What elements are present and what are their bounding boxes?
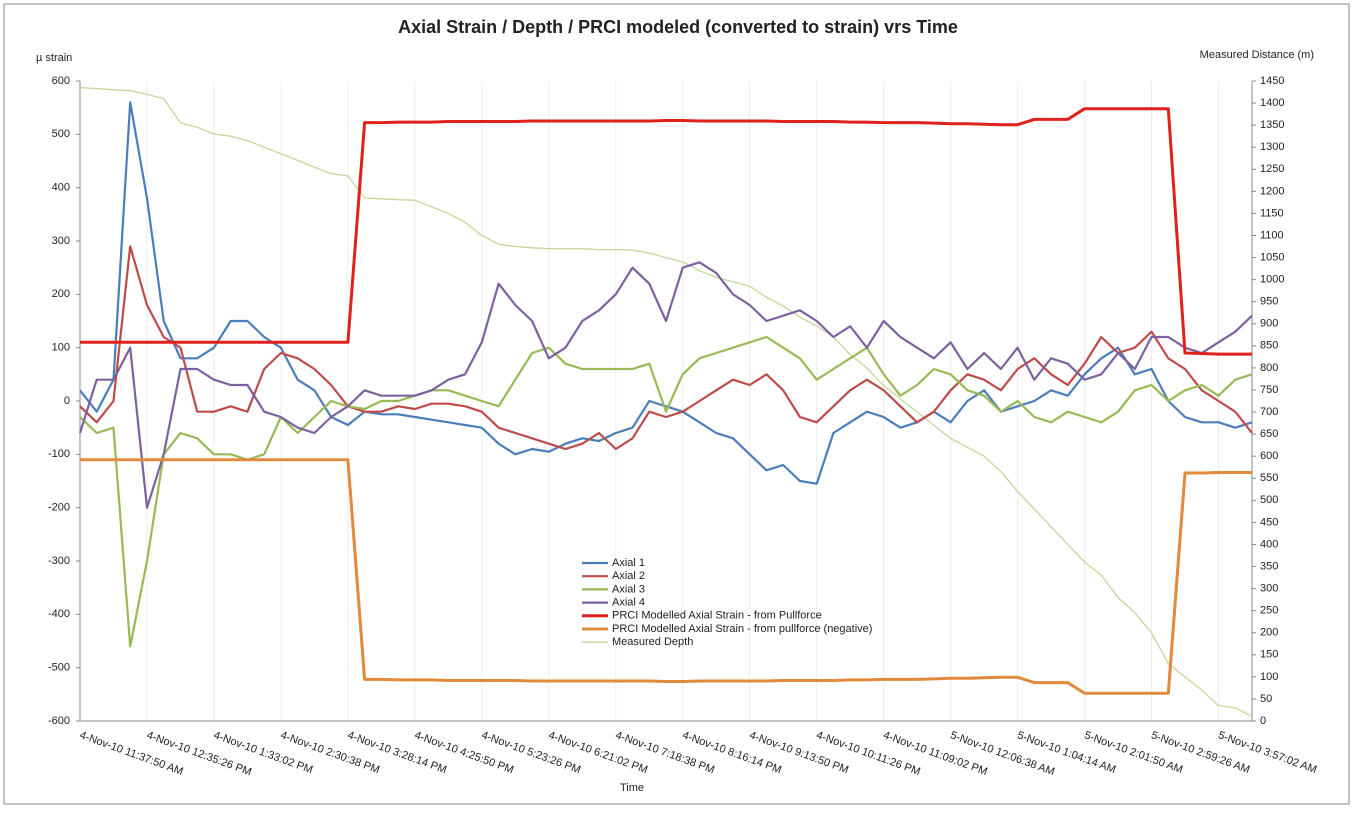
y2-tick-label: 550 — [1260, 472, 1278, 484]
y-tick-label: 300 — [52, 235, 70, 247]
y2-tick-label: 1150 — [1260, 207, 1284, 219]
series-line — [80, 458, 1252, 695]
legend-label: Axial 4 — [612, 597, 645, 609]
series-line — [79, 335, 1253, 648]
series-line — [80, 107, 1252, 356]
y2-tick-label: 1100 — [1260, 229, 1284, 241]
y2-tick-label: 600 — [1260, 450, 1278, 462]
y2-tick-label: 1200 — [1260, 185, 1284, 197]
y2-tick-label: 300 — [1260, 582, 1278, 594]
y2-tick-label: 150 — [1260, 649, 1278, 661]
y2-tick-label: 900 — [1260, 318, 1278, 330]
y2-tick-label: 850 — [1260, 340, 1278, 352]
legend-label: PRCI Modelled Axial Strain - from pullfo… — [612, 623, 872, 635]
y-tick-label: -400 — [48, 608, 70, 620]
y-tick-label: -300 — [48, 555, 70, 567]
legend-label: Axial 2 — [612, 570, 645, 582]
chart-title: Axial Strain / Depth / PRCI modeled (con… — [398, 17, 958, 37]
y-tick-label: -100 — [48, 448, 70, 460]
y2-tick-label: 1300 — [1260, 141, 1284, 153]
y2-tick-label: 100 — [1260, 671, 1278, 683]
y2-tick-label: 750 — [1260, 384, 1278, 396]
y-axis-label: µ strain — [36, 52, 72, 64]
y2-tick-label: 1450 — [1260, 75, 1284, 87]
y2-tick-label: 1000 — [1260, 274, 1284, 286]
y2-tick-label: 1250 — [1260, 163, 1284, 175]
y2-tick-label: 950 — [1260, 296, 1278, 308]
legend-label: Measured Depth — [612, 636, 693, 648]
y2-tick-label: 200 — [1260, 627, 1278, 639]
y2-tick-label: 800 — [1260, 362, 1278, 374]
legend-label: Axial 3 — [612, 583, 645, 595]
legend-label: PRCI Modelled Axial Strain - from Pullfo… — [612, 610, 822, 622]
y-tick-label: 0 — [64, 395, 70, 407]
y2-axis-label: Measured Distance (m) — [1200, 49, 1314, 61]
y2-tick-label: 50 — [1260, 693, 1272, 705]
y-tick-label: 500 — [52, 128, 70, 140]
y-tick-label: 400 — [52, 182, 70, 194]
y2-tick-label: 0 — [1260, 715, 1266, 727]
legend-label: Axial 1 — [612, 557, 645, 569]
series-line — [79, 245, 1253, 451]
y-tick-label: 200 — [52, 288, 70, 300]
series-line — [79, 86, 1253, 718]
y-tick-label: -500 — [48, 662, 70, 674]
y2-tick-label: 700 — [1260, 406, 1278, 418]
series-line — [78, 261, 1253, 509]
y2-tick-label: 650 — [1260, 428, 1278, 440]
x-axis-label: Time — [620, 782, 644, 794]
frame — [3, 3, 1350, 805]
series-line — [79, 101, 1253, 485]
y-tick-label: -600 — [48, 715, 70, 727]
y-tick-label: 100 — [52, 342, 70, 354]
y-tick-label: -200 — [48, 502, 70, 514]
y2-tick-label: 350 — [1260, 560, 1278, 572]
y2-tick-label: 1050 — [1260, 251, 1284, 263]
y-tick-label: 600 — [52, 75, 70, 87]
y2-tick-label: 500 — [1260, 494, 1278, 506]
y2-tick-label: 450 — [1260, 516, 1278, 528]
y2-tick-label: 1400 — [1260, 97, 1284, 109]
y2-tick-label: 1350 — [1260, 119, 1284, 131]
y2-tick-label: 250 — [1260, 605, 1278, 617]
y2-tick-label: 400 — [1260, 538, 1278, 550]
